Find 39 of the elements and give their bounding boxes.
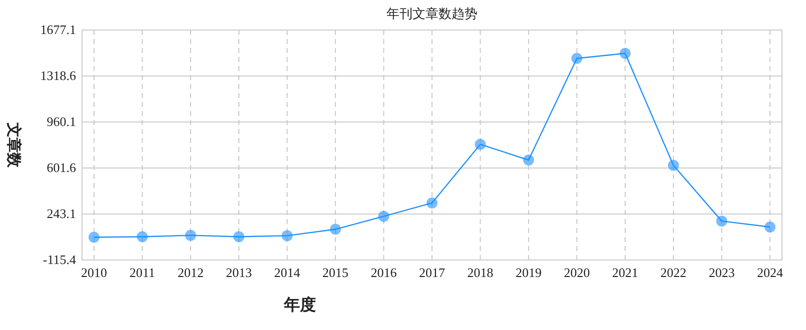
point [282, 230, 293, 242]
y-tick-label: 243.1 [46, 206, 76, 221]
point [716, 216, 728, 227]
y-tick-label: 1677.1 [40, 22, 76, 37]
point [474, 138, 486, 150]
x-axis-title: 年度 [283, 295, 316, 314]
point [330, 224, 341, 235]
point [523, 154, 534, 166]
x-tick-label: 2020 [564, 265, 590, 280]
x-tick-label: 2013 [226, 265, 252, 280]
y-tick-label: 960.1 [46, 114, 76, 129]
x-tick-label: 2011 [130, 265, 156, 280]
x-tick-label: 2019 [516, 265, 542, 280]
chart-title: 年刊文章数趋势 [386, 6, 478, 21]
point [88, 232, 100, 243]
x-tick-label: 2018 [467, 265, 494, 280]
point [136, 231, 148, 242]
y-tick-label: 601.6 [46, 160, 76, 175]
x-tick-label: 2017 [419, 265, 446, 280]
x-tick-label: 2010 [81, 265, 107, 280]
point [620, 48, 631, 59]
point [571, 52, 582, 64]
x-tick-label: 2023 [708, 265, 735, 280]
x-tick-label: 2021 [612, 265, 638, 280]
y-axis-title: 文章数 [5, 122, 23, 168]
point [764, 221, 776, 232]
point [378, 210, 390, 222]
y-tick-label: 1318.6 [40, 68, 76, 83]
x-tick-label: 2015 [322, 265, 348, 280]
y-tick-label: -115.4 [42, 252, 76, 267]
point [426, 197, 438, 208]
point [668, 160, 679, 171]
x-tick-label: 2024 [757, 265, 784, 280]
x-tick-label: 2012 [178, 265, 204, 280]
x-tick-label: 2016 [370, 265, 398, 280]
point [233, 231, 244, 242]
point [185, 230, 196, 241]
x-tick-label: 2014 [274, 265, 301, 280]
x-tick-label: 2022 [660, 265, 686, 280]
